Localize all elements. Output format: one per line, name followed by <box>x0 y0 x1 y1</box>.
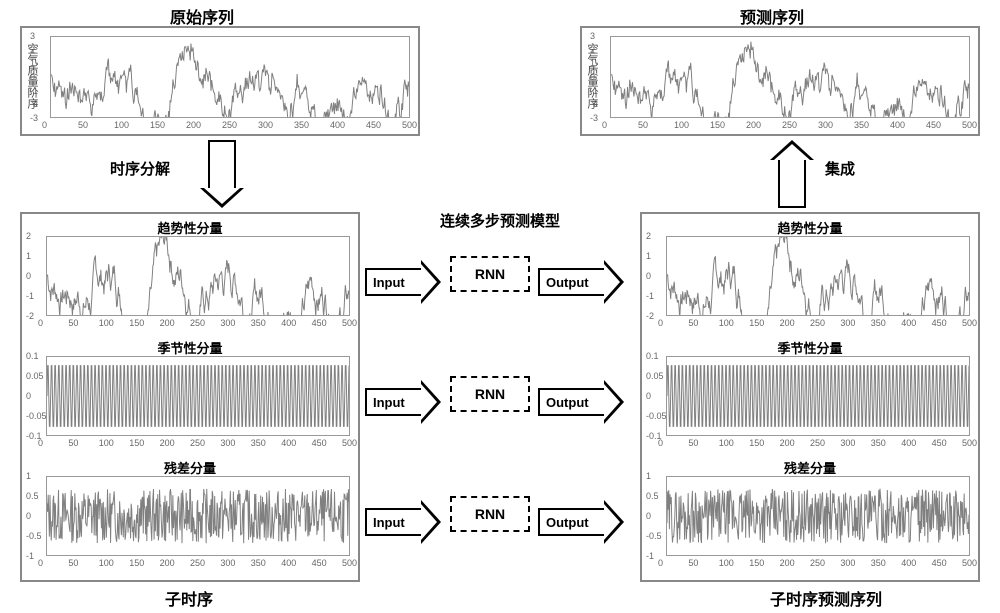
arrow-output-1: Output <box>538 260 624 304</box>
chart-trend-r <box>666 236 970 316</box>
rnn-box-2: RNN <box>450 376 530 412</box>
rnn-box-1: RNN <box>450 256 530 292</box>
title-model: 连续多步预测模型 <box>440 210 560 231</box>
title-original: 原始序列 <box>170 4 234 28</box>
arrow-output-2: Output <box>538 380 624 424</box>
chart-predicted <box>610 36 970 118</box>
chart-residual-r <box>666 476 970 556</box>
arrow-input-2: Input <box>365 380 441 424</box>
panel-sub-right: 趋势性分量 050100150200250300350400450500-2-1… <box>640 212 980 582</box>
chart-residual-l <box>46 476 350 556</box>
panel-original: 空气质量阶序 050100150200250300350400450500 -3… <box>20 26 420 136</box>
chart-seasonal-l <box>46 356 350 436</box>
label-ensemble: 集成 <box>825 158 855 179</box>
title-seasonal-l: 季节性分量 <box>22 338 358 357</box>
title-residual-r: 残差分量 <box>642 458 978 477</box>
panel-predicted: 空气质量阶序 050100150200250300350400450500 -3… <box>580 26 980 136</box>
title-predicted: 预测序列 <box>740 4 804 28</box>
label-decompose: 时序分解 <box>110 158 170 179</box>
arrow-input-3: Input <box>365 500 441 544</box>
rnn-box-3: RNN <box>450 496 530 532</box>
title-trend-r: 趋势性分量 <box>642 218 978 237</box>
title-sub-right: 子时序预测序列 <box>770 586 882 610</box>
chart-seasonal-r <box>666 356 970 436</box>
arrow-output-3: Output <box>538 500 624 544</box>
title-trend-l: 趋势性分量 <box>22 218 358 237</box>
arrow-ensemble <box>770 140 814 208</box>
chart-trend-l <box>46 236 350 316</box>
title-residual-l: 残差分量 <box>22 458 358 477</box>
chart-original <box>50 36 410 118</box>
title-sub-left: 子时序 <box>165 586 213 610</box>
title-seasonal-r: 季节性分量 <box>642 338 978 357</box>
arrow-decompose <box>200 140 244 208</box>
panel-sub-left: 趋势性分量 050100150200250300350400450500-2-1… <box>20 212 360 582</box>
arrow-input-1: Input <box>365 260 441 304</box>
